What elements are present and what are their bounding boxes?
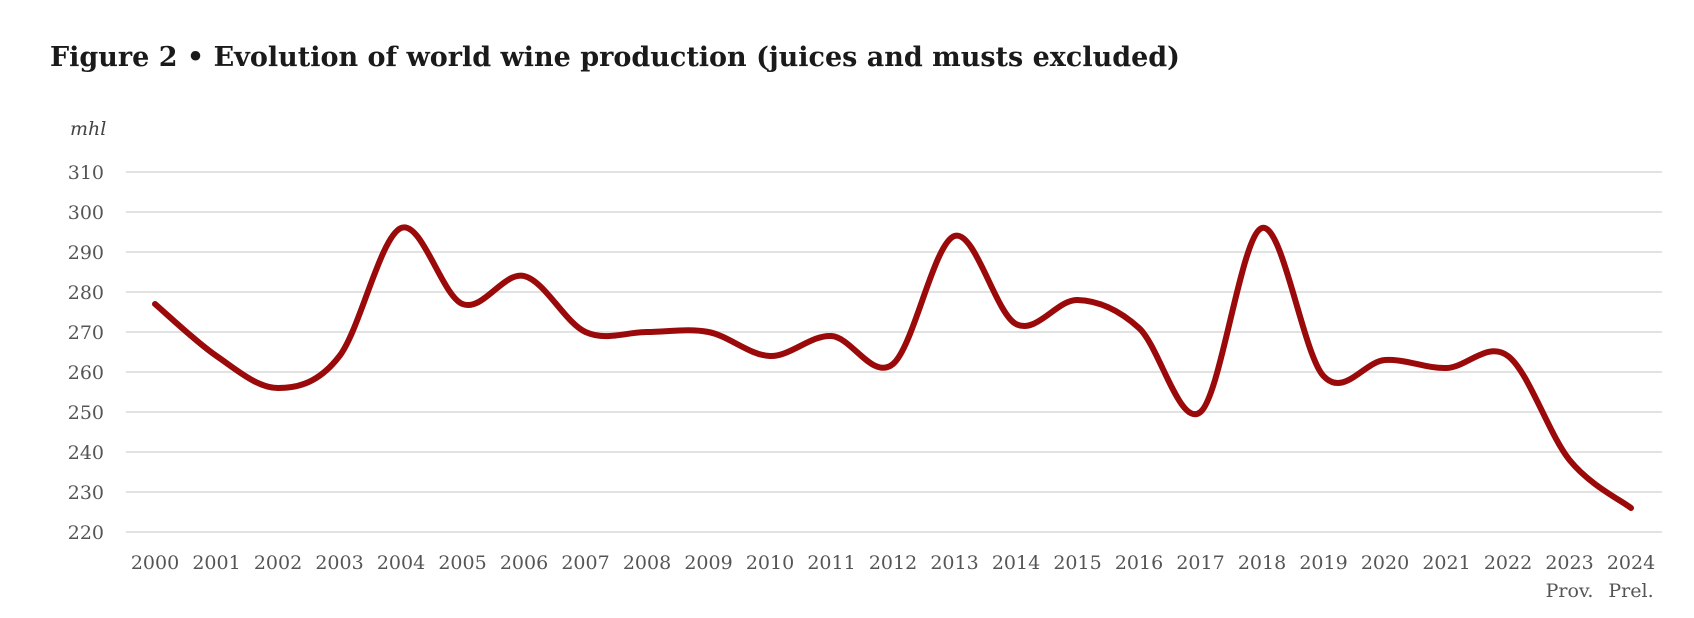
x-tick-label: 2007 (561, 552, 609, 574)
x-tick-label: 2017 (1176, 552, 1224, 574)
x-tick-label: 2015 (1053, 552, 1101, 574)
y-tick-label: 220 (68, 522, 104, 544)
data-point (1567, 457, 1573, 463)
y-tick-label: 240 (68, 442, 104, 464)
x-tick-label: 2010 (746, 552, 794, 574)
data-point (152, 301, 158, 307)
data-point (644, 329, 650, 335)
data-point (890, 361, 896, 367)
data-point (1321, 373, 1327, 379)
data-point (214, 353, 220, 359)
x-tick-label: 2008 (623, 552, 671, 574)
data-point (1013, 321, 1019, 327)
data-point (1444, 365, 1450, 371)
x-tick-label: 2020 (1361, 552, 1409, 574)
x-tick-label: 2013 (930, 552, 978, 574)
y-tick-label: 230 (68, 482, 104, 504)
data-point (952, 233, 958, 239)
x-tick-label: 2014 (992, 552, 1040, 574)
y-tick-label: 280 (68, 282, 104, 304)
y-tick-label: 250 (68, 402, 104, 424)
data-point (1382, 357, 1388, 363)
data-point (1505, 353, 1511, 359)
x-tick-label: 2023 (1545, 552, 1593, 574)
data-point (521, 273, 527, 279)
x-axis-ticks: 2000 2001 2002 2003 2004 2005 2006 2007 2008 2009… (131, 552, 1655, 602)
x-tick-label: 2004 (377, 552, 425, 574)
x-tick-label: 2003 (315, 552, 363, 574)
chart-title: Figure 2 • Evolution of world wine produ… (50, 42, 1180, 73)
y-tick-label: 270 (68, 322, 104, 344)
x-tick-label: 2024 (1607, 552, 1655, 574)
data-point (829, 333, 835, 339)
data-point (337, 353, 343, 359)
y-tick-label: 260 (68, 362, 104, 384)
data-point (1259, 225, 1265, 231)
data-point (767, 353, 773, 359)
x-tick-note: Prov. (1546, 580, 1594, 602)
x-tick-label: 2022 (1484, 552, 1532, 574)
x-tick-label: 2006 (500, 552, 548, 574)
x-tick-label: 2011 (807, 552, 855, 574)
data-point (1136, 325, 1142, 331)
x-tick-label: 2005 (438, 552, 486, 574)
y-axis-unit-label: mhl (70, 118, 106, 140)
x-tick-label: 2012 (869, 552, 917, 574)
x-tick-note: Prel. (1608, 580, 1653, 602)
data-point (398, 225, 404, 231)
x-tick-label: 2019 (1299, 552, 1347, 574)
x-tick-label: 2009 (684, 552, 732, 574)
y-tick-label: 300 (68, 202, 104, 224)
y-tick-label: 290 (68, 242, 104, 264)
series-line (152, 224, 1634, 511)
x-tick-label: 2021 (1422, 552, 1470, 574)
data-point (1198, 409, 1204, 415)
x-tick-label: 2001 (192, 552, 240, 574)
data-point (460, 301, 466, 307)
data-point (583, 329, 589, 335)
x-tick-label: 2002 (254, 552, 302, 574)
x-tick-label: 2018 (1238, 552, 1286, 574)
x-tick-label: 2016 (1115, 552, 1163, 574)
data-point (1075, 297, 1081, 303)
data-point (706, 329, 712, 335)
data-point (1628, 505, 1634, 511)
y-tick-label: 310 (68, 162, 104, 184)
y-axis-ticks: 220 230 240 250 260 270 280 290 300 310 (68, 162, 104, 544)
gridlines (126, 171, 1662, 533)
x-tick-label: 2000 (131, 552, 179, 574)
series-group (152, 224, 1634, 511)
data-point (275, 385, 281, 391)
